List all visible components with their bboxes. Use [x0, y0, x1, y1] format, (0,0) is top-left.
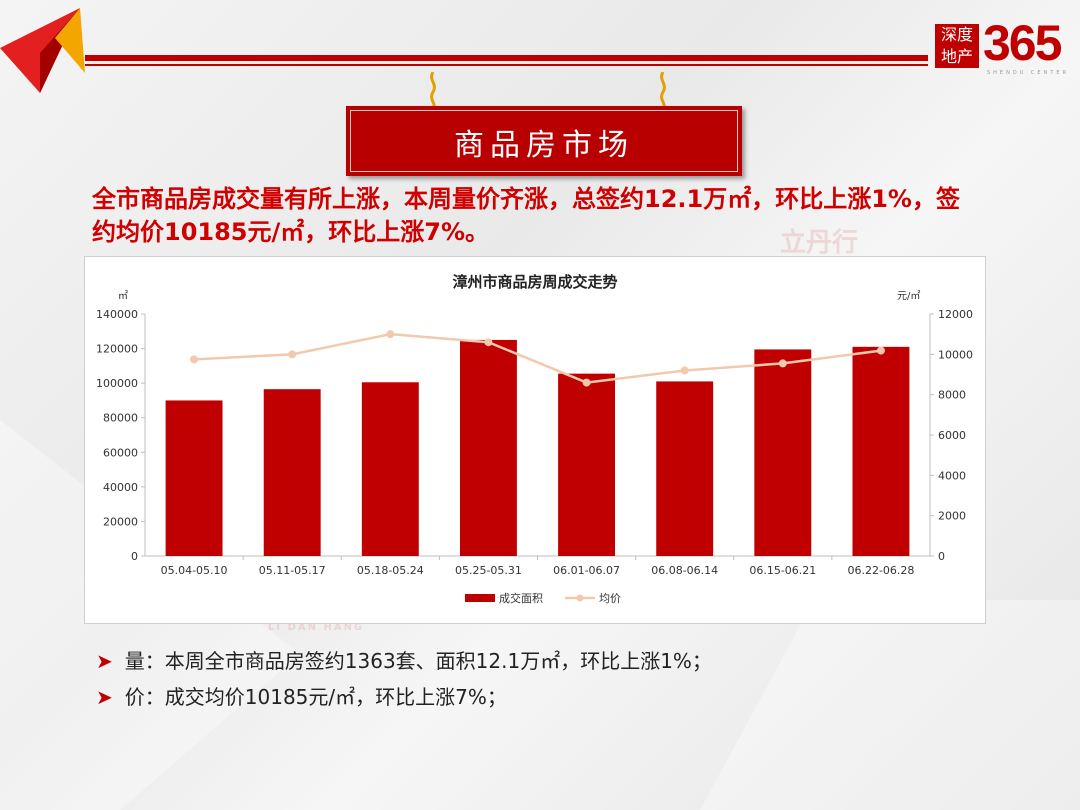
arrow-bullet-icon: ➤ [96, 685, 113, 709]
bullet-volume: ➤ 量：本周全市商品房签约1363套、面积12.1万㎡，环比上涨1%； [96, 645, 712, 674]
legend-label-price: 均价 [599, 592, 621, 605]
bullet-price: ➤ 价：成交均价10185元/㎡，环比上涨7%； [96, 681, 507, 710]
price-point [484, 338, 493, 347]
bar-area [361, 382, 419, 556]
header-rule [85, 55, 928, 61]
x-tick-label: 05.11-05.17 [259, 564, 326, 577]
bullet-text: 价：成交均价10185元/㎡，环比上涨7%； [124, 685, 507, 709]
bullet-text: 量：本周全市商品房签约1363套、面积12.1万㎡，环比上涨1%； [124, 649, 712, 673]
banner-border [350, 110, 738, 172]
chart-frame: 漳州市商品房周成交走势 ㎡ 元/㎡ 0 20000 40000 60000 80000 1… [84, 256, 986, 624]
price-point [680, 366, 689, 375]
banner-hook-left-icon [430, 72, 436, 112]
bar-area [558, 373, 616, 556]
x-tick-label: 06.15-06.21 [749, 564, 816, 577]
y-left-tick-label: 100000 [96, 377, 138, 390]
watermark-sub: LI DAN HANG [268, 622, 365, 633]
legend-marker-price [576, 594, 584, 602]
x-tick-label: 06.01-06.07 [553, 564, 620, 577]
y-right-tick-label: 8000 [938, 389, 966, 402]
y-left-tick-label: 0 [131, 550, 138, 563]
y-right-tick-label: 6000 [938, 429, 966, 442]
x-tick-label: 05.04-05.10 [161, 564, 228, 577]
y-right-tick-label: 12000 [938, 308, 973, 321]
series-line-price [193, 332, 882, 384]
y-right-tick-label: 4000 [938, 469, 966, 482]
weekly-trend-chart: 漳州市商品房周成交走势 ㎡ 元/㎡ 0200004000060000800001… [96, 273, 973, 605]
section-banner: 商品房市场 [346, 106, 742, 176]
banner-hook-right-icon [660, 72, 666, 112]
header-rule-thin [85, 64, 928, 66]
logo-box-line2: 地产 [940, 47, 973, 66]
y-left-tick-label: 120000 [96, 343, 138, 356]
y-right-tick-label: 2000 [938, 510, 966, 523]
legend-label-area: 成交面积 [499, 591, 543, 605]
price-point [386, 330, 395, 339]
logo-box-line1: 深度 [940, 25, 973, 44]
bar-area [263, 389, 321, 556]
arrow-bullet-icon: ➤ [96, 649, 113, 673]
x-tick-label: 06.22-06.28 [847, 564, 914, 577]
x-tick-label: 06.08-06.14 [651, 564, 718, 577]
y-right-tick-label: 0 [938, 550, 945, 563]
y-left-tick-label: 20000 [103, 515, 138, 528]
logo-subtext: SHENDU CENTER [987, 70, 1070, 76]
price-point [876, 346, 885, 355]
paper-plane-icon [0, 8, 85, 93]
bar-area [459, 339, 517, 556]
y-left-unit: ㎡ [118, 290, 128, 302]
banner-title: 商品房市场 [454, 128, 634, 163]
price-point [288, 350, 297, 359]
bar-area [852, 346, 910, 556]
bar-area [754, 349, 812, 556]
legend-swatch-area [465, 594, 495, 602]
watermark-text: 立丹行 [780, 228, 859, 258]
bar-area [165, 400, 223, 556]
bar-area [656, 381, 714, 556]
price-point [582, 378, 591, 387]
logo-number: 365 [983, 15, 1062, 71]
y-left-tick-label: 60000 [103, 446, 138, 459]
logo: 深度 地产 365 SHENDU CENTER [935, 14, 1075, 76]
logo-box: 深度 地产 [935, 24, 979, 68]
y-right-tick-label: 10000 [938, 348, 973, 361]
x-tick-label: 05.25-05.31 [455, 564, 522, 577]
y-left-tick-label: 140000 [96, 308, 138, 321]
price-point [190, 355, 199, 364]
bg-facet [700, 600, 1080, 810]
y-right-unit: 元/㎡ [897, 290, 920, 302]
y-left-tick-label: 80000 [103, 412, 138, 425]
x-tick-label: 05.18-05.24 [357, 564, 424, 577]
headline: 全市商品房成交量有所上涨，本周量价齐涨，总签约12.1万㎡，环比上涨1%，签约均… [92, 185, 960, 246]
y-left-tick-label: 40000 [103, 481, 138, 494]
price-point [778, 359, 787, 368]
chart-title: 漳州市商品房周成交走势 [452, 273, 617, 291]
